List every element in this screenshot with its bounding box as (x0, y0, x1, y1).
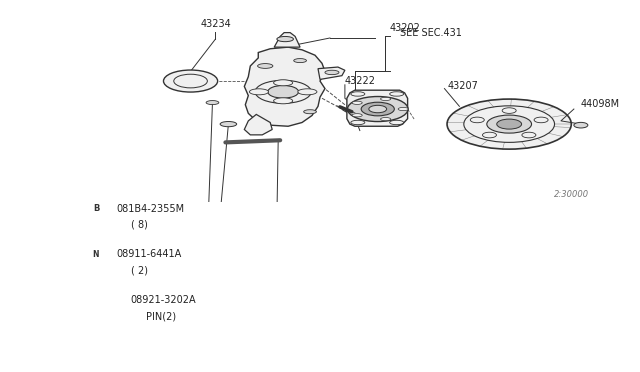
Circle shape (352, 101, 362, 105)
Text: 43207: 43207 (447, 81, 478, 92)
Polygon shape (274, 33, 300, 47)
Ellipse shape (163, 70, 218, 92)
Ellipse shape (470, 117, 484, 123)
Text: 43234: 43234 (200, 19, 231, 29)
Text: N: N (93, 250, 99, 259)
Text: B: B (93, 204, 99, 213)
Circle shape (294, 58, 307, 62)
Ellipse shape (483, 132, 497, 138)
Ellipse shape (255, 80, 311, 103)
Circle shape (303, 110, 316, 114)
Circle shape (351, 120, 365, 125)
Text: ( 8): ( 8) (131, 220, 148, 230)
Ellipse shape (268, 86, 299, 98)
Ellipse shape (361, 102, 394, 116)
Ellipse shape (464, 106, 554, 142)
Circle shape (325, 70, 339, 75)
Circle shape (220, 122, 237, 127)
Circle shape (390, 120, 404, 125)
Ellipse shape (522, 132, 536, 138)
Text: 44098M: 44098M (581, 99, 620, 109)
Text: SEE SEC.431: SEE SEC.431 (399, 28, 461, 38)
Polygon shape (318, 67, 345, 80)
Circle shape (274, 80, 292, 86)
Ellipse shape (534, 117, 548, 123)
Polygon shape (347, 90, 408, 126)
Text: 08921-3202A: 08921-3202A (131, 295, 196, 305)
Ellipse shape (369, 105, 387, 113)
Circle shape (257, 64, 273, 68)
Circle shape (390, 92, 404, 96)
Ellipse shape (574, 122, 588, 128)
Ellipse shape (487, 115, 532, 133)
Text: ( 2): ( 2) (131, 266, 148, 276)
Circle shape (351, 92, 365, 96)
Circle shape (298, 89, 317, 95)
Ellipse shape (497, 119, 522, 129)
Circle shape (352, 114, 362, 117)
Circle shape (274, 98, 292, 104)
Text: 2:30000: 2:30000 (554, 190, 589, 199)
Ellipse shape (502, 108, 516, 113)
Circle shape (250, 89, 269, 95)
Ellipse shape (174, 74, 207, 88)
Circle shape (398, 108, 408, 110)
Text: PIN(2): PIN(2) (146, 311, 176, 321)
Circle shape (381, 97, 391, 100)
Ellipse shape (348, 96, 408, 122)
Text: 43202: 43202 (390, 23, 420, 33)
Ellipse shape (447, 99, 572, 149)
Polygon shape (244, 47, 325, 126)
Text: 08911-6441A: 08911-6441A (116, 249, 181, 259)
Text: 43222: 43222 (345, 76, 376, 86)
Polygon shape (244, 115, 272, 135)
Circle shape (277, 36, 293, 42)
Circle shape (206, 100, 219, 105)
Circle shape (381, 118, 391, 121)
Text: 081B4-2355M: 081B4-2355M (116, 203, 184, 214)
